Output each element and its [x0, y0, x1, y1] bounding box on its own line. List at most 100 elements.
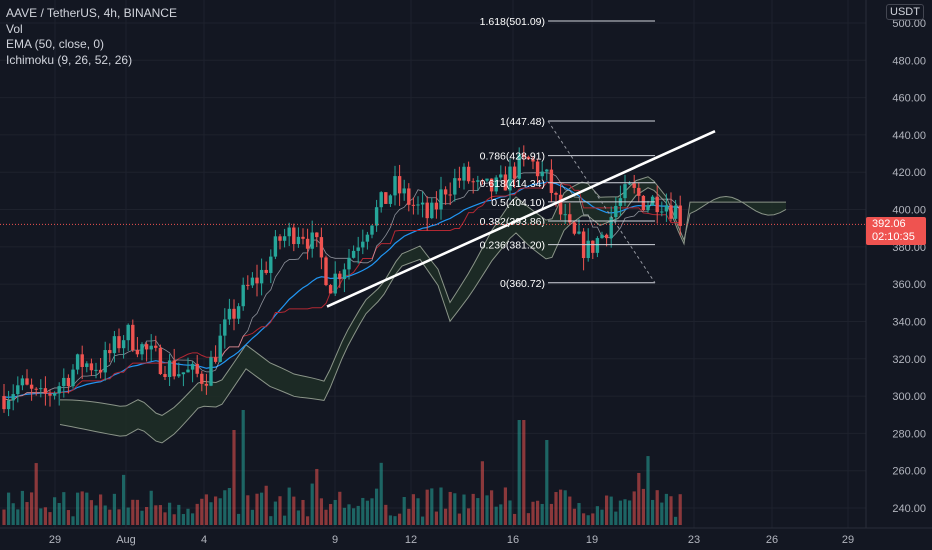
- candle-body: [600, 234, 604, 239]
- legend-vol[interactable]: Vol: [6, 21, 23, 36]
- candle-body: [425, 202, 429, 219]
- y-axis-label: 420.00: [892, 167, 926, 179]
- volume-bar: [131, 499, 135, 525]
- volume-bar: [577, 503, 581, 525]
- candle-body: [462, 166, 466, 181]
- candle-body: [499, 174, 503, 178]
- volume-bar: [264, 485, 268, 525]
- candle-body: [85, 363, 89, 367]
- volume-bar: [319, 498, 323, 525]
- y-axis-label: 300.00: [892, 391, 926, 403]
- candle-body: [655, 196, 659, 213]
- volume-bar: [536, 500, 540, 525]
- volume-bar: [467, 508, 471, 525]
- candle-body: [623, 184, 627, 199]
- volume-bar: [531, 501, 535, 525]
- legend-ema[interactable]: EMA (50, close, 0): [6, 37, 105, 51]
- volume-bar: [342, 507, 346, 525]
- volume-bar: [568, 496, 572, 525]
- volume-bar: [563, 490, 567, 525]
- candle-body: [333, 273, 337, 294]
- volume-bar: [260, 492, 264, 525]
- candle-body: [485, 178, 489, 181]
- fib-level-label: 0.5(404.10): [491, 197, 545, 209]
- volume-bar: [135, 499, 139, 525]
- candle-body: [255, 277, 259, 284]
- volume-bar: [416, 498, 420, 525]
- ichimoku-base-line: [3, 182, 681, 401]
- volume-bar: [200, 498, 204, 525]
- candle-body: [669, 205, 673, 219]
- candle-body: [466, 166, 471, 182]
- candle-body: [531, 159, 535, 162]
- candle-body: [209, 357, 213, 386]
- volume-bar: [490, 490, 494, 525]
- candle-body: [351, 250, 356, 258]
- volume-bar: [53, 497, 57, 525]
- volume-bar: [628, 500, 632, 525]
- volume-bar: [191, 513, 195, 525]
- candle-body: [508, 166, 512, 191]
- volume-bar: [352, 508, 356, 525]
- candle-body: [416, 204, 420, 206]
- volume-bar: [513, 513, 517, 525]
- candle-body: [227, 308, 232, 320]
- candle-body: [186, 369, 190, 373]
- volume-bar: [145, 506, 149, 525]
- volume-bar: [287, 487, 291, 525]
- volume-bar: [246, 495, 250, 525]
- volume-bar: [283, 515, 287, 525]
- candle-body: [328, 285, 333, 294]
- volume-bar: [586, 515, 590, 525]
- candle-body: [434, 202, 439, 210]
- candle-body: [457, 178, 462, 181]
- volume-bar: [421, 516, 425, 525]
- volume-bar: [402, 497, 406, 525]
- candle-body: [572, 222, 577, 234]
- candle-body: [305, 238, 310, 249]
- volume-bar: [439, 487, 443, 525]
- volume-bar: [195, 503, 199, 525]
- currency-button[interactable]: USDT: [886, 4, 924, 20]
- volume-bar: [7, 492, 11, 525]
- candle-body: [66, 377, 71, 387]
- candle-body: [558, 194, 563, 215]
- volume-bar: [499, 504, 503, 525]
- candle-body: [250, 277, 255, 286]
- candle-body: [144, 344, 149, 350]
- volume-bar: [462, 494, 466, 525]
- candle-body: [48, 393, 52, 396]
- volume-bar: [660, 502, 664, 525]
- candle-body: [632, 183, 636, 188]
- candle-body: [526, 156, 531, 160]
- volume-bar: [20, 490, 24, 525]
- volume-bar: [595, 506, 599, 525]
- fib-level-label: 0(360.72): [500, 278, 545, 290]
- candle-body: [664, 205, 669, 212]
- y-axis-label: 480.00: [892, 55, 926, 67]
- volume-bar: [388, 515, 392, 525]
- volume-bar: [237, 513, 241, 525]
- volume-bar: [572, 508, 576, 525]
- candle-body: [273, 236, 278, 257]
- candle-body: [476, 180, 480, 182]
- candle-body: [586, 240, 590, 259]
- candle-body: [57, 386, 61, 394]
- volume-bar: [471, 493, 475, 525]
- volume-bar: [301, 499, 305, 525]
- candle-body: [591, 240, 595, 253]
- candle-body: [411, 204, 416, 206]
- bar-countdown: 02:10:35: [872, 231, 915, 244]
- x-axis-label: 23: [688, 534, 700, 546]
- volume-bar: [57, 502, 61, 525]
- y-axis-label: 240.00: [892, 503, 926, 515]
- candle-body: [11, 394, 15, 401]
- volume-bar: [609, 496, 613, 525]
- legend-symbol[interactable]: AAVE / TetherUS, 4h, BINANCE: [6, 6, 177, 20]
- candle-body: [374, 207, 379, 226]
- candle-body: [167, 360, 172, 378]
- legend-ichimoku[interactable]: Ichimoku (9, 26, 52, 26): [6, 52, 133, 67]
- candle-body: [2, 396, 6, 410]
- volume-bar: [582, 513, 586, 525]
